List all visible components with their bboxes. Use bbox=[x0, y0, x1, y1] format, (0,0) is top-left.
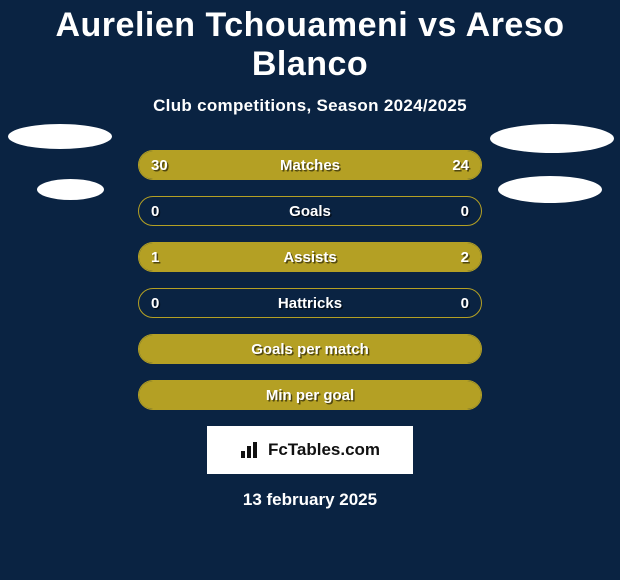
stat-label: Hattricks bbox=[139, 289, 481, 318]
fctables-logo[interactable]: FcTables.com bbox=[207, 426, 413, 474]
stat-row: 00Goals bbox=[138, 196, 482, 226]
stat-row: 00Hattricks bbox=[138, 288, 482, 318]
stat-row: 3024Matches bbox=[138, 150, 482, 180]
stat-label: Min per goal bbox=[139, 381, 481, 410]
stat-label: Matches bbox=[139, 151, 481, 180]
decorative-oval bbox=[37, 179, 104, 200]
stat-label: Assists bbox=[139, 243, 481, 272]
stat-label: Goals bbox=[139, 197, 481, 226]
stat-row: Min per goal bbox=[138, 380, 482, 410]
decorative-oval bbox=[8, 124, 112, 149]
decorative-oval bbox=[498, 176, 602, 203]
date-text: 13 february 2025 bbox=[0, 490, 620, 510]
decorative-oval bbox=[490, 124, 614, 153]
stat-row: Goals per match bbox=[138, 334, 482, 364]
logo-text: FcTables.com bbox=[268, 440, 380, 460]
page-title: Aurelien Tchouameni vs Areso Blanco bbox=[0, 0, 620, 84]
bar-chart-icon bbox=[240, 441, 262, 459]
stat-label: Goals per match bbox=[139, 335, 481, 364]
stat-row: 12Assists bbox=[138, 242, 482, 272]
subtitle: Club competitions, Season 2024/2025 bbox=[0, 96, 620, 116]
